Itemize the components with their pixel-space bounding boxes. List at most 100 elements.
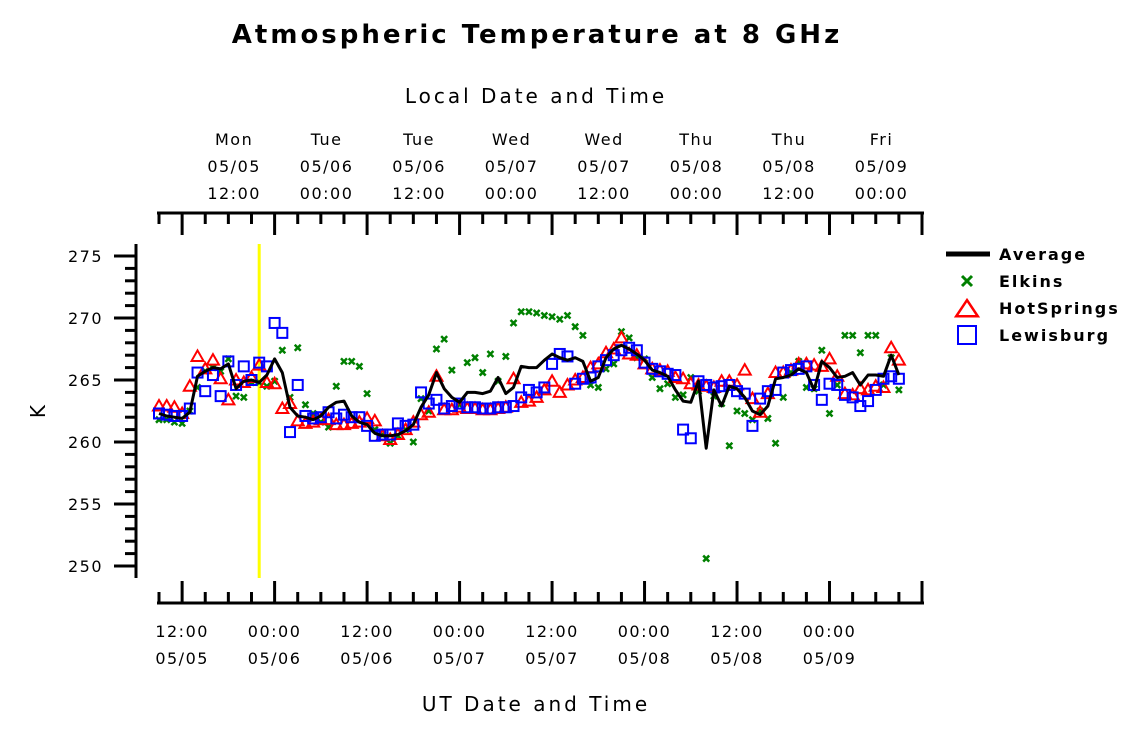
lewisburg-point: [677, 423, 690, 436]
lewisburg-point: [669, 369, 682, 382]
lewisburg-point: [199, 385, 212, 398]
bottom-axis-tick-label: 12:00: [340, 622, 394, 641]
lewisburg-point: [769, 383, 782, 396]
top-axis-tick-label: Tue: [310, 130, 343, 149]
lewisburg-point: [391, 417, 404, 430]
hotsprings-point: [552, 384, 568, 398]
hotsprings-point: [891, 352, 907, 366]
top-axis-tick-label: Mon: [215, 130, 253, 149]
bottom-axis-tick-label: 12:00: [155, 622, 209, 641]
top-axis-tick-label: Thu: [771, 130, 807, 149]
elkins-point: [555, 315, 564, 324]
hotsprings-point: [821, 350, 838, 365]
bottom-axis: 12:00 05/05 00:00 05/06 12:00 05/06 00:00 05/07…: [155, 581, 924, 668]
lewisburg-point: [515, 391, 528, 404]
bottom-axis-tick-label: 12:00: [525, 622, 579, 641]
elkins-point: [432, 345, 441, 353]
top-axis-tick-label: 00:00: [300, 184, 354, 203]
elkins-point: [594, 383, 603, 392]
top-axis-tick-label: Fri: [870, 130, 894, 149]
legend-lewisburg-swatch: [957, 325, 977, 345]
hotsprings-point: [266, 375, 283, 390]
top-axis-tick-label: 05/06: [300, 157, 354, 176]
lewisburg-point: [862, 395, 875, 408]
hotsprings-point: [182, 378, 198, 392]
lewisburg-point: [507, 400, 520, 413]
hotsprings-point: [613, 329, 630, 344]
lewisburg-point: [476, 402, 489, 415]
lewisburg-point: [415, 386, 428, 399]
elkins-point: [563, 311, 572, 320]
bottom-axis-tick-label: 00:00: [433, 622, 487, 641]
plot-area: [151, 307, 907, 563]
elkins-point: [301, 400, 310, 409]
top-axis-tick-label: 12:00: [392, 184, 446, 203]
bottom-axis-tick-label: 05/06: [340, 649, 394, 668]
top-axis-tick-label: 05/09: [855, 157, 909, 176]
lewisburg-point: [361, 419, 374, 432]
y-axis-tick-label: 250: [68, 557, 103, 576]
lewisburg-point: [206, 369, 219, 382]
lewisburg-point: [430, 393, 443, 406]
elkins-point: [363, 389, 371, 398]
elkins-point: [894, 386, 903, 394]
lewisburg-point: [522, 383, 535, 396]
lewisburg-point: [754, 392, 767, 405]
hotsprings-point: [205, 352, 221, 366]
elkins-series: [155, 307, 903, 563]
hotsprings-point: [737, 362, 753, 376]
bottom-axis-tick-label: 05/07: [525, 649, 579, 668]
bottom-axis-title: UT Date and Time: [422, 692, 650, 716]
lewisburg-point: [276, 326, 289, 339]
lewisburg-point: [792, 362, 805, 375]
chart-title: Atmospheric Temperature at 8 GHz: [232, 20, 842, 50]
hotsprings-point: [243, 369, 260, 384]
y-axis-tick-label: 265: [68, 371, 103, 390]
elkins-point: [740, 409, 749, 418]
lewisburg-point: [153, 407, 165, 420]
lewisburg-point: [646, 362, 659, 375]
elkins-point: [548, 312, 556, 321]
lewisburg-point: [345, 411, 358, 424]
elkins-point: [501, 352, 510, 361]
elkins-point: [239, 393, 248, 402]
legend-label: Average: [999, 245, 1087, 264]
elkins-point: [848, 331, 857, 340]
legend-elkins-swatch: [960, 274, 974, 288]
top-axis-tick-label: Thu: [678, 130, 714, 149]
lewisburg-point: [237, 360, 250, 373]
elkins-point: [540, 311, 549, 320]
legend-label: Elkins: [999, 272, 1064, 291]
lewisburg-point: [815, 393, 828, 406]
elkins-point: [725, 441, 734, 450]
lewisburg-point: [484, 402, 497, 415]
elkins-point: [525, 307, 533, 316]
elkins-point: [532, 309, 541, 317]
lewisburg-point: [846, 391, 859, 404]
top-axis-tick-label: 05/07: [485, 157, 539, 176]
lewisburg-point: [284, 426, 297, 439]
bottom-axis-tick-label: 12:00: [710, 622, 764, 641]
hotsprings-point: [852, 380, 869, 395]
bottom-axis-tick-label: 05/08: [710, 649, 764, 668]
lewisburg-point: [700, 378, 713, 391]
top-axis: Mon 05/05 12:00 Tue 05/06 00:00 Tue 05/06 12:00 W…: [157, 130, 924, 235]
lewisburg-point: [453, 397, 466, 410]
elkins-point: [440, 335, 449, 343]
hotsprings-point: [259, 374, 275, 388]
y-axis-title: K: [26, 402, 50, 418]
elkins-point: [771, 439, 780, 448]
bottom-axis-tick-label: 05/09: [803, 649, 857, 668]
lewisburg-point: [715, 380, 728, 393]
lewisburg-point: [468, 401, 481, 414]
elkins-point: [871, 331, 880, 340]
top-axis-tick-label: 05/06: [392, 157, 446, 176]
lewisburg-point: [492, 401, 505, 414]
y-axis-tick-label: 260: [68, 433, 103, 452]
lewisburg-point: [337, 408, 350, 421]
average-series: [158, 343, 901, 450]
top-axis-tick-label: 00:00: [485, 184, 539, 203]
elkins-point: [733, 407, 741, 415]
legend: Average Elkins HotSprings Lewisburg: [946, 245, 1120, 345]
legend-label: HotSprings: [999, 299, 1120, 318]
